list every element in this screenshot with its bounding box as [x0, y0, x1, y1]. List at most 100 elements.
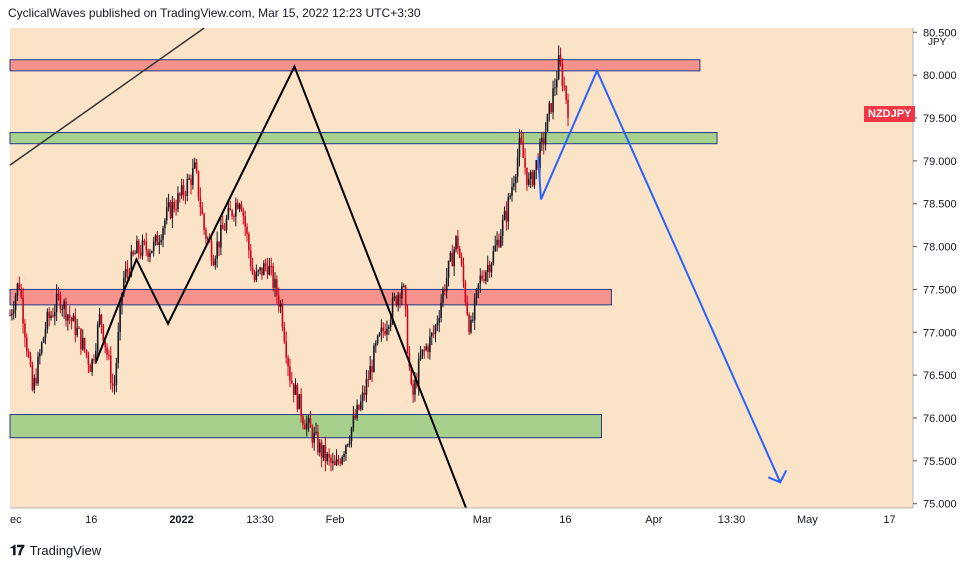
candle-body	[242, 210, 245, 217]
candle-body	[315, 431, 317, 433]
candle-body	[180, 185, 183, 196]
candle-body	[490, 263, 493, 273]
candle-body	[455, 236, 457, 250]
candle-body	[479, 275, 482, 284]
candle-body	[365, 379, 368, 395]
candle-body	[277, 295, 280, 307]
candle-body	[104, 341, 106, 348]
candle-body	[50, 315, 52, 318]
candle-body	[197, 171, 200, 198]
candle-body	[12, 310, 15, 314]
candle-body	[100, 314, 103, 325]
candle-body	[311, 427, 314, 443]
candle-body	[305, 422, 308, 430]
price-tick-label: 79.000	[923, 156, 957, 168]
publish-info: CyclicalWaves published on TradingView.c…	[8, 6, 421, 20]
support-zone	[9, 132, 718, 145]
candle-body	[567, 99, 569, 118]
candle-body	[220, 225, 222, 248]
candle-body	[317, 431, 319, 453]
candle-body	[171, 202, 174, 219]
candle-body	[248, 234, 250, 251]
candle-body	[539, 142, 541, 169]
candle-body	[244, 216, 246, 227]
candle-body	[229, 208, 232, 211]
candle-body	[141, 240, 144, 256]
candle-body	[346, 444, 349, 446]
candle-body	[109, 355, 112, 383]
candle-body	[386, 328, 388, 335]
candle-body	[557, 55, 560, 80]
candle-body	[404, 285, 407, 309]
candle-body	[343, 453, 345, 457]
candle-body	[332, 461, 334, 463]
candle-body	[136, 240, 138, 254]
candle-body	[483, 279, 485, 281]
candle-body	[190, 178, 192, 185]
candle-body	[128, 271, 131, 276]
candle-body	[522, 142, 525, 158]
candle-body	[162, 228, 164, 240]
candle-body	[330, 457, 332, 463]
candle-body	[458, 248, 461, 258]
candle-body	[516, 157, 519, 177]
candle-body	[494, 245, 497, 252]
candle-body	[59, 294, 62, 310]
candle-body	[145, 241, 148, 251]
candle-body	[486, 265, 489, 273]
candle-body	[257, 270, 260, 272]
candle-body	[130, 251, 133, 276]
resistance-zone	[9, 288, 612, 306]
resistance-zone	[9, 59, 701, 72]
support-zone	[9, 414, 602, 439]
candle-body	[389, 319, 392, 327]
candle-body	[432, 333, 435, 335]
candle-body	[373, 345, 375, 373]
candle-body	[14, 295, 17, 311]
candle-body	[46, 311, 49, 329]
candle-body	[445, 277, 448, 292]
candle-body	[296, 384, 299, 410]
candle-body	[249, 250, 252, 267]
price-tick-label: 75.500	[923, 456, 957, 468]
candle-body	[53, 312, 56, 317]
time-tick-label: 17	[883, 514, 895, 526]
candle-body	[156, 235, 159, 246]
candle-body	[565, 86, 567, 100]
candle-body	[429, 336, 431, 353]
candle-body	[367, 379, 370, 381]
candle-body	[328, 453, 330, 458]
currency-label: JPY	[928, 37, 947, 48]
candle-body	[255, 271, 258, 281]
candle-body	[253, 274, 256, 281]
candle-body	[300, 393, 302, 417]
candle-body	[421, 349, 424, 356]
candle-body	[425, 346, 427, 350]
candle-body	[475, 289, 478, 299]
candle-body	[434, 325, 437, 334]
candle-body	[67, 314, 69, 321]
candle-body	[410, 366, 413, 384]
candle-body	[354, 415, 357, 419]
candle-body	[548, 103, 551, 114]
candle-body	[313, 432, 315, 443]
candle-body	[526, 167, 528, 185]
candle-body	[369, 366, 371, 380]
tradingview-footer[interactable]: 𝟏𝟕 TradingView	[10, 542, 101, 559]
candle-body	[555, 79, 558, 88]
candle-body	[251, 266, 254, 275]
candle-body	[29, 356, 32, 366]
candle-body	[55, 293, 58, 313]
candle-body	[218, 241, 220, 248]
price-tick-label: 76.500	[923, 370, 957, 382]
candle-body	[9, 315, 11, 317]
candle-body	[436, 322, 439, 326]
price-tick-label: 77.000	[923, 327, 957, 339]
candle-body	[96, 324, 99, 352]
candle-body	[76, 327, 78, 336]
price-tick-label: 77.500	[923, 284, 957, 296]
candle-body	[391, 298, 394, 320]
candle-body	[91, 359, 93, 372]
candle-body	[326, 453, 329, 462]
